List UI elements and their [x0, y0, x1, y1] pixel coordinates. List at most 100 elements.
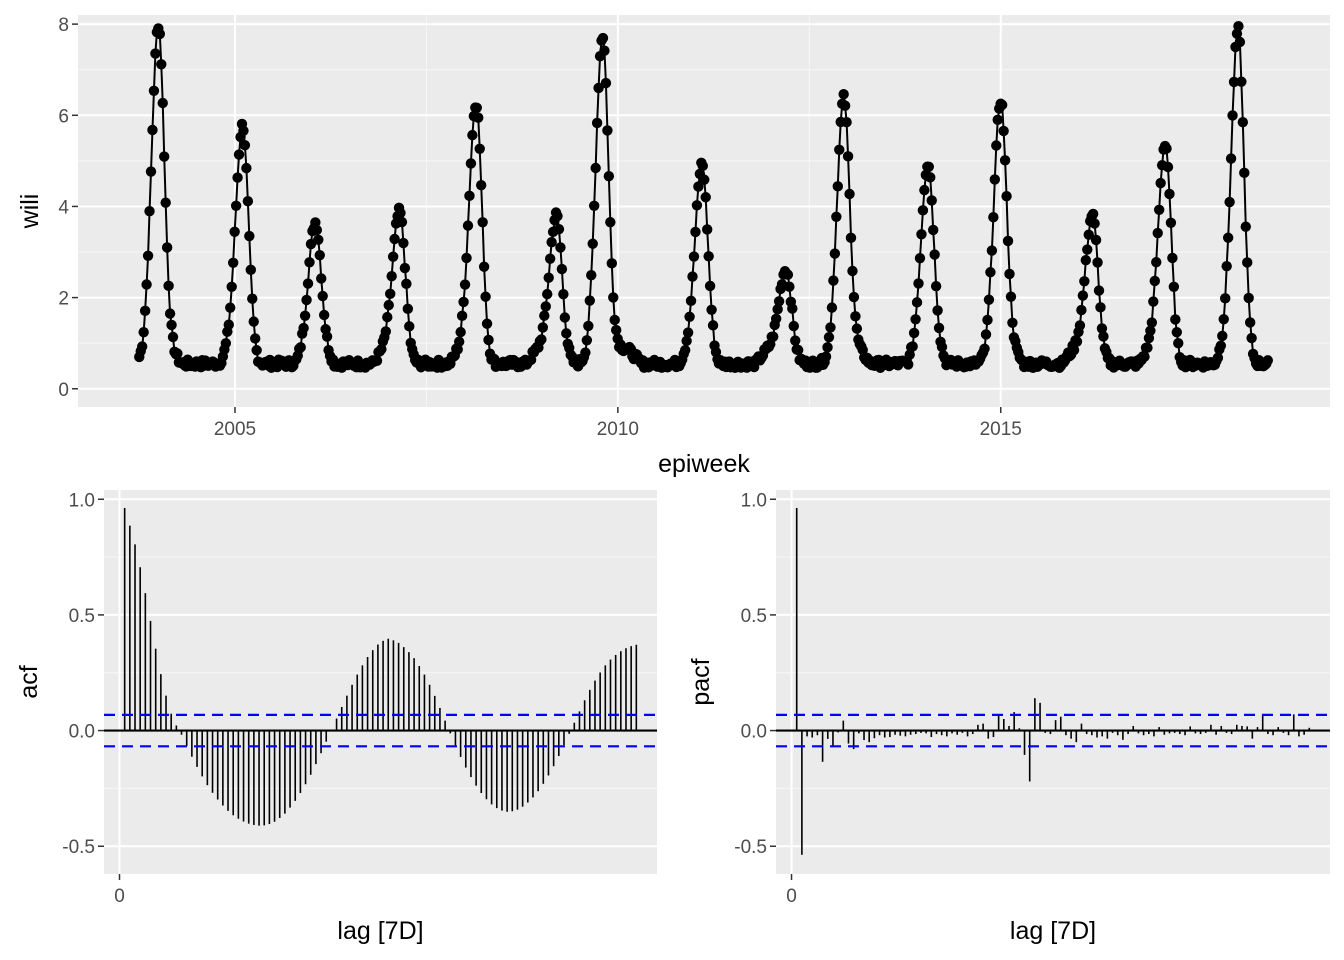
wili-point [559, 312, 571, 323]
wili-point [396, 216, 408, 228]
wili-point [586, 270, 597, 281]
x-axis-title: lag [7D] [337, 917, 423, 945]
wili-point [701, 224, 713, 235]
wili-point [1173, 337, 1184, 349]
wili-point [399, 262, 411, 274]
wili-point [467, 129, 478, 141]
wili-point [602, 125, 613, 136]
wili-point [822, 342, 833, 353]
wili-point [580, 347, 591, 358]
wili-point [685, 295, 697, 307]
plot-background [776, 490, 1330, 874]
wili-point [986, 245, 998, 256]
wili-point [154, 28, 166, 40]
wili-point [591, 117, 603, 129]
wili-point [773, 296, 785, 307]
wili-point [144, 206, 155, 217]
wili-point [838, 89, 849, 100]
wili-point [148, 85, 160, 97]
wili-point [1090, 234, 1102, 246]
wili-point [704, 280, 716, 292]
wili-point [681, 335, 692, 347]
wili-point [583, 320, 594, 332]
wili-point [164, 308, 176, 319]
wili-point [687, 271, 698, 282]
wili-point [1218, 314, 1229, 325]
wili-point [926, 195, 937, 206]
wili-point [834, 144, 845, 155]
wili-point [251, 345, 262, 356]
wili-point [558, 289, 569, 300]
wili-point [1246, 332, 1257, 344]
wili-point [823, 332, 835, 343]
wili-point [474, 143, 485, 154]
wili-point [537, 322, 549, 333]
wili-point [916, 229, 927, 240]
wili-point [136, 341, 148, 352]
wili-point [605, 216, 616, 228]
x-tick-label: 2015 [980, 419, 1022, 440]
wili-point [464, 190, 475, 202]
wili-point [147, 124, 158, 136]
wili-point [542, 288, 553, 300]
wili-point [851, 323, 863, 334]
wili-point [452, 344, 463, 355]
y-tick-label: 4 [58, 197, 69, 218]
wili-point [382, 311, 393, 323]
wili-point [932, 305, 943, 316]
wili-point [929, 249, 940, 260]
x-tick-label: 2005 [214, 419, 256, 440]
y-tick-label: 1.0 [69, 490, 95, 511]
y-axis-title: wili [16, 194, 44, 230]
wili-point [1239, 167, 1250, 179]
wili-point [1005, 291, 1017, 302]
wili-point [581, 335, 593, 346]
wili-point [387, 251, 399, 262]
wili-point [1171, 327, 1182, 338]
wili-point [248, 316, 259, 327]
wili-point [923, 161, 934, 172]
x-tick-label: 0 [786, 886, 797, 907]
wili-point [1083, 229, 1094, 240]
wili-point [925, 172, 936, 183]
wili-point [1149, 275, 1160, 287]
wili-point [481, 318, 493, 329]
wili-point [157, 97, 168, 109]
wili-point [163, 280, 174, 292]
wili-point [138, 327, 149, 338]
wili-point [1001, 191, 1012, 202]
wili-point [597, 32, 609, 44]
wili-point [1243, 292, 1254, 304]
wili-point [1222, 232, 1234, 243]
wili-point [847, 265, 858, 277]
wili-point [317, 290, 328, 302]
wili-point [988, 212, 999, 223]
wili-point [1095, 302, 1106, 313]
wili-point [936, 341, 948, 353]
wili-point [1227, 110, 1238, 121]
wili-point [245, 264, 256, 276]
wili-point [304, 257, 315, 268]
wili-point [139, 305, 151, 317]
wili-point [772, 304, 783, 315]
wili-point [828, 275, 839, 286]
wili-point [1142, 342, 1153, 353]
wili-point [223, 319, 234, 330]
wili-point [371, 355, 383, 367]
wili-time-series-panel: 0 2 4 6 8 2005 2010 2015 epiweek wili [16, 15, 1330, 478]
y-tick-label: -0.5 [62, 837, 95, 858]
wili-point [1262, 355, 1273, 366]
wili-point [1151, 256, 1162, 268]
wili-point [857, 344, 868, 356]
wili-point [983, 294, 995, 305]
wili-point [1071, 336, 1083, 347]
wili-point [682, 327, 694, 338]
wili-point [1079, 276, 1090, 287]
y-tick-label: 0.0 [741, 722, 767, 743]
wili-point [238, 125, 249, 137]
wili-point [456, 310, 468, 322]
wili-point [927, 224, 939, 236]
wili-point [788, 320, 799, 332]
wili-point [142, 250, 154, 261]
wili-point [321, 331, 333, 342]
